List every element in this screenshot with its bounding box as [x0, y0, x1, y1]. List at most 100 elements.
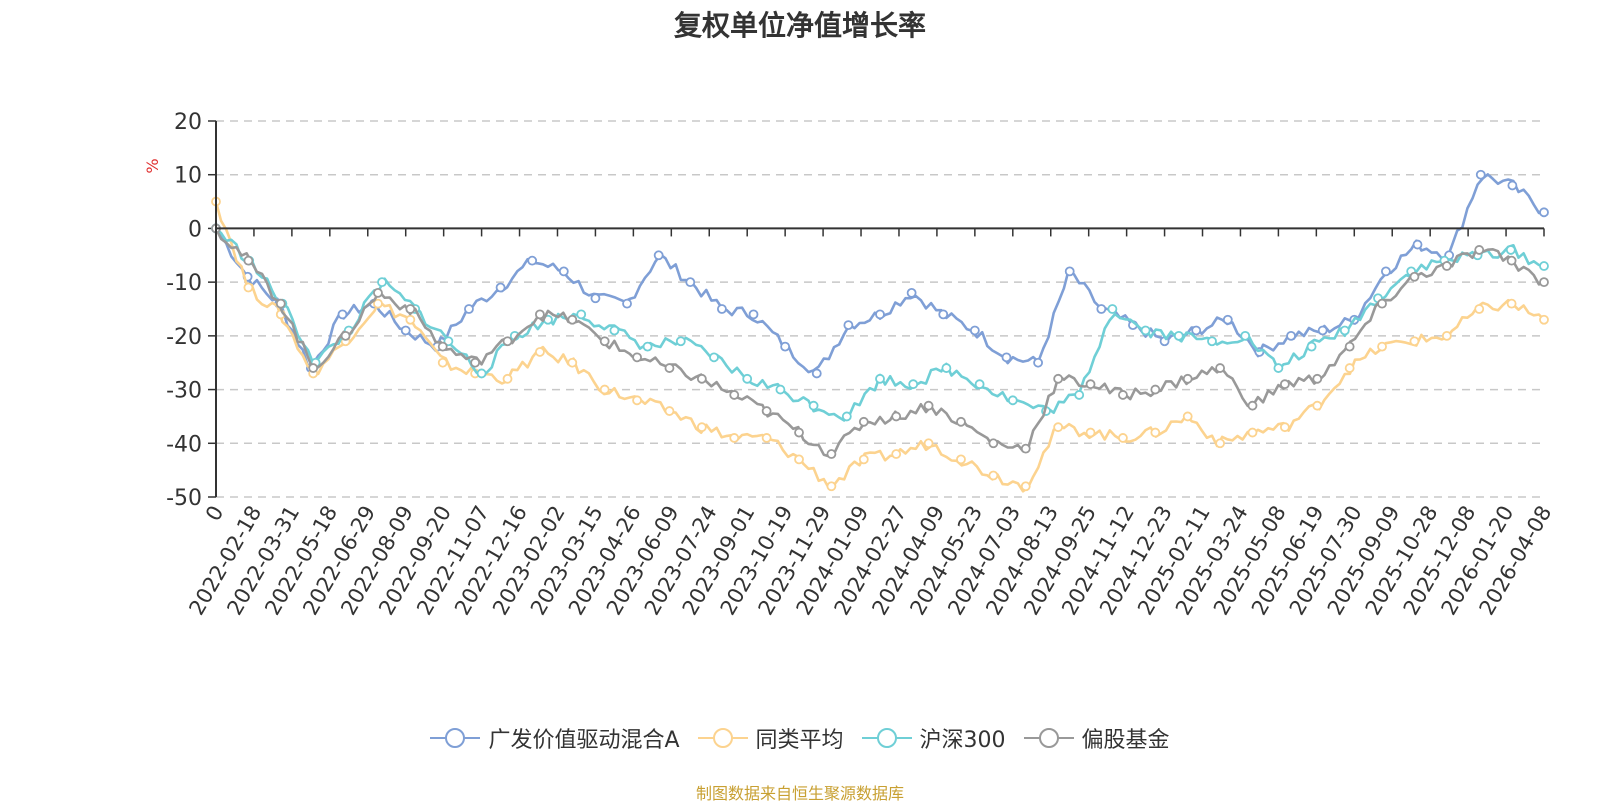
data-point[interactable] — [956, 416, 966, 427]
data-point[interactable] — [794, 454, 804, 465]
data-point[interactable] — [567, 357, 578, 368]
data-point[interactable] — [875, 309, 885, 320]
data-point[interactable] — [1312, 373, 1323, 384]
data-point[interactable] — [464, 304, 474, 314]
data-point[interactable] — [1001, 352, 1012, 363]
data-point[interactable] — [495, 282, 506, 293]
data-point[interactable] — [988, 470, 999, 481]
data-point[interactable] — [794, 427, 804, 438]
data-point[interactable] — [761, 433, 772, 443]
data-point[interactable] — [1207, 336, 1217, 347]
data-point[interactable] — [1381, 266, 1391, 277]
legend-item-fund[interactable]: 广发价值驱动混合A — [430, 722, 680, 754]
data-point[interactable] — [1053, 422, 1064, 433]
data-point[interactable] — [443, 336, 454, 347]
data-point[interactable] — [1150, 384, 1161, 395]
data-point[interactable] — [938, 309, 949, 320]
data-point[interactable] — [1215, 363, 1225, 373]
data-point[interactable] — [1507, 180, 1518, 191]
data-point[interactable] — [891, 411, 902, 422]
data-point[interactable] — [275, 298, 286, 309]
data-point[interactable] — [1344, 341, 1355, 352]
data-point[interactable] — [729, 433, 740, 443]
data-point[interactable] — [1312, 400, 1323, 411]
data-point[interactable] — [1539, 261, 1549, 271]
data-point[interactable] — [405, 304, 416, 314]
data-point[interactable] — [599, 384, 610, 395]
data-point[interactable] — [923, 400, 934, 411]
data-point[interactable] — [1377, 298, 1387, 309]
data-point[interactable] — [622, 298, 632, 309]
data-point[interactable] — [609, 325, 620, 336]
data-point[interactable] — [1118, 433, 1128, 443]
data-point[interactable] — [858, 416, 869, 427]
data-point[interactable] — [502, 336, 513, 347]
legend-item-peer-average[interactable]: 同类平均 — [697, 722, 844, 754]
data-point[interactable] — [437, 341, 448, 352]
series-line[interactable] — [214, 201, 1545, 493]
data-point[interactable] — [761, 406, 772, 416]
data-point[interactable] — [1085, 379, 1096, 390]
data-point[interactable] — [1064, 266, 1075, 277]
data-point[interactable] — [969, 325, 980, 336]
data-point[interactable] — [841, 411, 852, 422]
data-point[interactable] — [1273, 363, 1284, 373]
data-point[interactable] — [1474, 304, 1485, 314]
data-point[interactable] — [405, 314, 416, 325]
data-point[interactable] — [1222, 314, 1233, 325]
data-point[interactable] — [1441, 330, 1452, 341]
data-point[interactable] — [780, 341, 791, 352]
data-point[interactable] — [1475, 169, 1486, 180]
data-point[interactable] — [675, 336, 686, 347]
data-point[interactable] — [1020, 443, 1031, 454]
data-point[interactable] — [1247, 400, 1258, 411]
data-point[interactable] — [653, 250, 664, 261]
data-point[interactable] — [843, 320, 854, 331]
data-point[interactable] — [717, 304, 727, 314]
data-point[interactable] — [875, 373, 885, 384]
legend-item-csi300[interactable]: 沪深300 — [861, 722, 1006, 754]
data-point[interactable] — [826, 449, 837, 459]
data-point[interactable] — [437, 357, 448, 368]
series-line[interactable] — [214, 173, 1545, 374]
data-point[interactable] — [685, 277, 696, 288]
data-point[interactable] — [1118, 390, 1128, 400]
data-point[interactable] — [1474, 245, 1485, 255]
data-point[interactable] — [576, 309, 587, 320]
data-point[interactable] — [1140, 325, 1151, 336]
data-point[interactable] — [1409, 336, 1420, 347]
data-point[interactable] — [243, 255, 254, 266]
data-point[interactable] — [1074, 390, 1085, 400]
data-point[interactable] — [535, 309, 545, 320]
data-point[interactable] — [337, 309, 348, 320]
data-point[interactable] — [1506, 255, 1517, 266]
data-point[interactable] — [1107, 304, 1118, 314]
data-point[interactable] — [811, 368, 822, 379]
data-point[interactable] — [1085, 427, 1096, 438]
data-point[interactable] — [696, 422, 707, 433]
data-point[interactable] — [1539, 277, 1549, 288]
data-point[interactable] — [1412, 239, 1423, 250]
data-point[interactable] — [632, 352, 642, 363]
series-line[interactable] — [215, 227, 1545, 422]
data-point[interactable] — [1286, 330, 1296, 341]
data-point[interactable] — [599, 336, 610, 347]
data-point[interactable] — [400, 325, 411, 336]
data-point[interactable] — [1191, 325, 1202, 336]
data-point[interactable] — [558, 266, 569, 277]
data-point[interactable] — [1339, 325, 1350, 336]
data-point[interactable] — [632, 395, 642, 406]
data-point[interactable] — [858, 454, 869, 465]
data-point[interactable] — [243, 282, 254, 293]
data-point[interactable] — [1539, 314, 1549, 325]
data-point[interactable] — [373, 298, 383, 309]
data-point[interactable] — [1247, 427, 1258, 438]
data-point[interactable] — [1053, 373, 1064, 384]
data-point[interactable] — [527, 255, 538, 266]
data-point[interactable] — [502, 373, 513, 384]
data-point[interactable] — [1240, 330, 1251, 341]
data-point[interactable] — [1409, 271, 1420, 282]
data-point[interactable] — [906, 287, 917, 298]
data-point[interactable] — [1150, 427, 1161, 438]
data-point[interactable] — [664, 363, 675, 373]
